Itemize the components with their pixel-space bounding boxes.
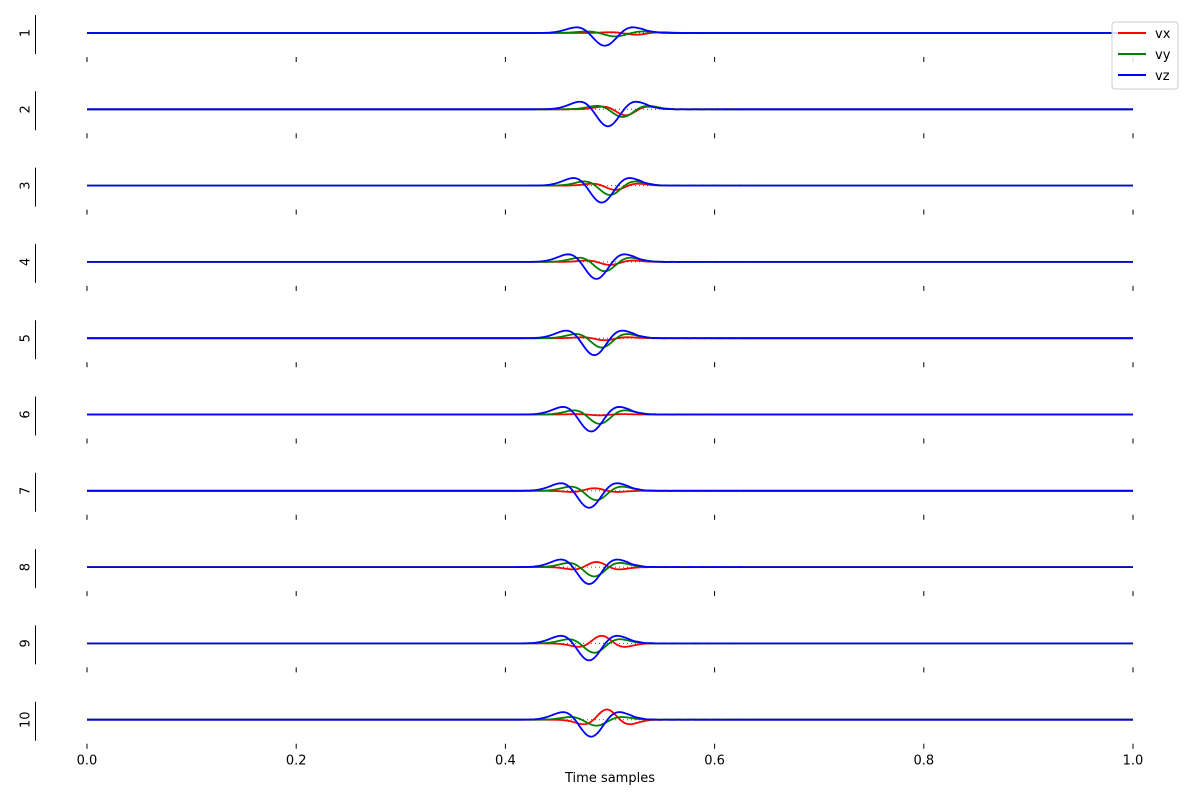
series-line-vy	[87, 485, 1133, 502]
x-tick-label: 0.2	[286, 754, 307, 769]
series-line-vx	[87, 634, 1133, 648]
trace-row: 8	[19, 549, 1134, 597]
row-label: 5	[19, 334, 34, 342]
legend-label-vx: vx	[1155, 27, 1171, 42]
trace-row: 4	[19, 243, 1134, 291]
row-label: 10	[19, 711, 34, 728]
legend-frame	[1111, 21, 1179, 90]
x-axis-label: Time samples	[564, 771, 655, 786]
series-line-vy	[87, 638, 1133, 654]
trace-row: 6	[19, 396, 1134, 444]
series-line-vz	[87, 711, 1133, 738]
row-label: 1	[19, 29, 34, 37]
x-tick-label: 0.6	[704, 754, 725, 769]
trace-row: 5	[19, 320, 1134, 368]
series-line-vy	[87, 333, 1133, 349]
trace-row: 9	[19, 625, 1134, 673]
row-label: 9	[19, 639, 34, 647]
trace-row: 10	[19, 701, 1134, 749]
trace-row: 2	[19, 91, 1134, 139]
series-line-vz	[87, 482, 1133, 509]
x-axis: 0.0 0.2 0.4 0.6 0.8 1.0 Time samples	[77, 754, 1144, 786]
x-tick-labels: 0.0 0.2 0.4 0.6 0.8 1.0	[77, 754, 1144, 769]
x-tick-label: 0.8	[913, 754, 934, 769]
trace-row: 1	[19, 15, 1134, 62]
row-label: 2	[19, 105, 34, 113]
series-line-vz	[87, 177, 1133, 204]
series-line-vz	[87, 253, 1133, 280]
row-label: 4	[19, 258, 34, 266]
x-tick-label: 1.0	[1123, 754, 1144, 769]
series-line-vz	[87, 100, 1133, 128]
legend: vx vy vz	[1111, 21, 1179, 90]
row-label: 7	[19, 487, 34, 495]
row-label: 8	[19, 563, 34, 571]
series-line-vy	[87, 716, 1133, 727]
series-line-vz	[87, 329, 1133, 357]
trace-rows: 1 2 3 4 5 6 7 8 9 10	[19, 15, 1134, 749]
series-line-vz	[87, 634, 1133, 662]
series-line-vx	[87, 182, 1133, 191]
row-label: 3	[19, 181, 34, 189]
legend-label-vz: vz	[1155, 69, 1170, 84]
x-tick-label: 0.0	[77, 754, 98, 769]
row-label: 6	[19, 410, 34, 418]
x-tick-label: 0.4	[495, 754, 516, 769]
legend-label-vy: vy	[1155, 48, 1171, 63]
series-line-vz	[87, 558, 1133, 586]
trace-row: 3	[19, 167, 1134, 215]
series-line-vz	[87, 406, 1133, 433]
trace-row: 7	[19, 472, 1134, 520]
series-line-vz	[87, 26, 1133, 47]
series-line-vy	[87, 562, 1133, 578]
